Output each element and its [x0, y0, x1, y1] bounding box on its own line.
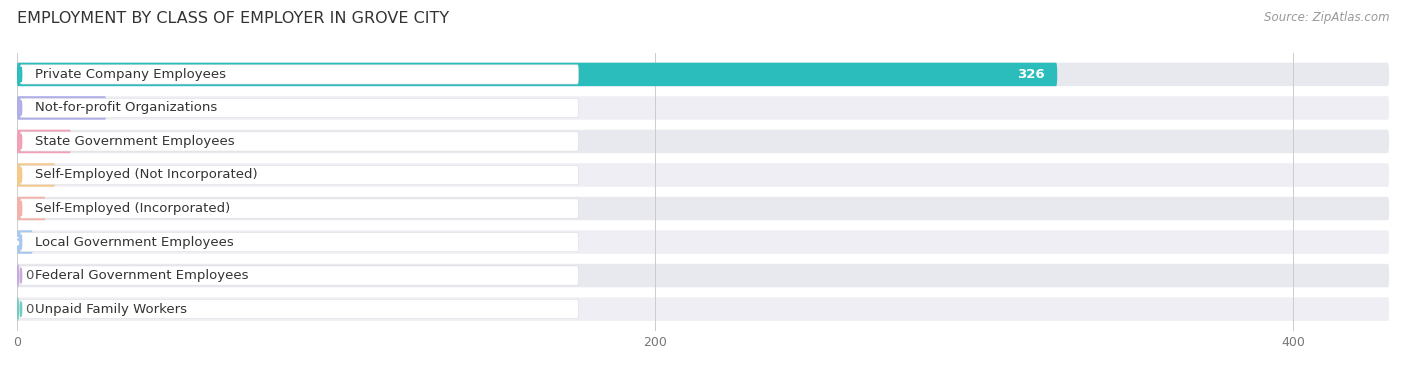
FancyBboxPatch shape	[17, 130, 72, 153]
Text: 326: 326	[1017, 68, 1045, 81]
FancyBboxPatch shape	[17, 297, 20, 321]
FancyBboxPatch shape	[20, 199, 578, 218]
FancyBboxPatch shape	[17, 297, 1389, 321]
Text: 9: 9	[24, 202, 32, 215]
Text: 17: 17	[41, 135, 59, 148]
FancyBboxPatch shape	[20, 266, 578, 285]
FancyBboxPatch shape	[17, 230, 1389, 254]
Text: Local Government Employees: Local Government Employees	[35, 235, 233, 249]
Text: Self-Employed (Incorporated): Self-Employed (Incorporated)	[35, 202, 231, 215]
FancyBboxPatch shape	[17, 264, 20, 287]
Text: Self-Employed (Not Incorporated): Self-Employed (Not Incorporated)	[35, 168, 257, 182]
Text: Source: ZipAtlas.com: Source: ZipAtlas.com	[1264, 11, 1389, 24]
FancyBboxPatch shape	[17, 264, 1389, 287]
FancyBboxPatch shape	[20, 232, 578, 252]
Text: Private Company Employees: Private Company Employees	[35, 68, 225, 81]
FancyBboxPatch shape	[17, 197, 1389, 220]
FancyBboxPatch shape	[20, 99, 578, 118]
FancyBboxPatch shape	[17, 230, 32, 254]
Text: 0: 0	[25, 269, 34, 282]
FancyBboxPatch shape	[20, 132, 578, 151]
FancyBboxPatch shape	[20, 165, 578, 185]
Text: 0: 0	[25, 303, 34, 315]
FancyBboxPatch shape	[20, 299, 578, 319]
FancyBboxPatch shape	[17, 163, 1389, 187]
Text: EMPLOYMENT BY CLASS OF EMPLOYER IN GROVE CITY: EMPLOYMENT BY CLASS OF EMPLOYER IN GROVE…	[17, 11, 449, 26]
Text: Not-for-profit Organizations: Not-for-profit Organizations	[35, 102, 217, 114]
Text: Unpaid Family Workers: Unpaid Family Workers	[35, 303, 187, 315]
FancyBboxPatch shape	[17, 163, 55, 187]
Text: 12: 12	[24, 168, 42, 182]
Text: 5: 5	[11, 235, 20, 249]
FancyBboxPatch shape	[17, 197, 45, 220]
FancyBboxPatch shape	[17, 96, 1389, 120]
Text: State Government Employees: State Government Employees	[35, 135, 235, 148]
FancyBboxPatch shape	[20, 65, 578, 84]
FancyBboxPatch shape	[17, 96, 107, 120]
Text: Federal Government Employees: Federal Government Employees	[35, 269, 249, 282]
FancyBboxPatch shape	[17, 63, 1389, 86]
FancyBboxPatch shape	[17, 63, 1057, 86]
FancyBboxPatch shape	[17, 130, 1389, 153]
Text: 28: 28	[75, 102, 93, 114]
